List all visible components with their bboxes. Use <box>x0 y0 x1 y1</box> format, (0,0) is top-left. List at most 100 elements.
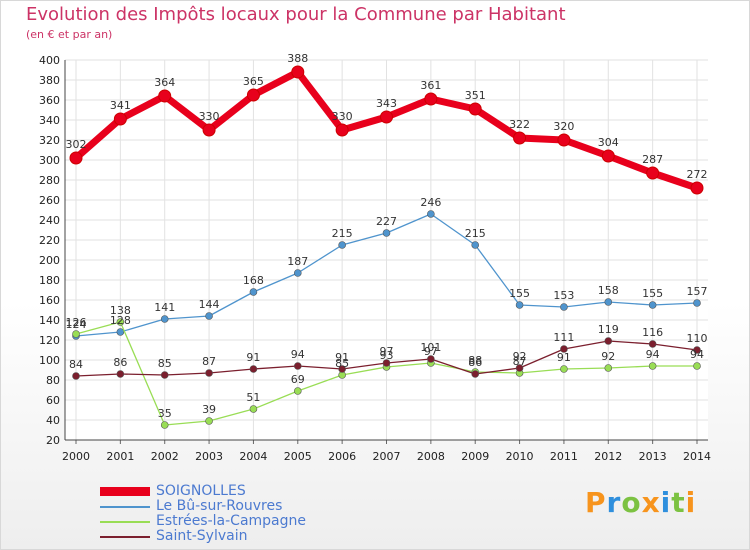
data-label: 51 <box>246 391 260 404</box>
chart-title: Evolution des Impôts locaux pour la Comm… <box>26 4 566 25</box>
data-label: 35 <box>158 407 172 420</box>
data-label: 302 <box>66 138 87 151</box>
data-point <box>249 288 258 296</box>
x-tick-label: 2005 <box>284 450 312 463</box>
legend-swatch <box>100 505 150 508</box>
data-label: 351 <box>465 89 486 102</box>
data-point <box>693 346 701 354</box>
data-point <box>515 301 524 309</box>
data-point <box>249 365 258 373</box>
legend-item-estrees-la-campagne: Estrées-la-Campagne <box>100 514 306 529</box>
data-label: 111 <box>553 331 574 344</box>
y-tick-label: 320 <box>39 134 60 147</box>
data-label: 304 <box>598 136 619 149</box>
logo-letter: P <box>585 486 607 519</box>
data-point <box>471 370 480 378</box>
data-label: 343 <box>376 97 397 110</box>
data-point <box>648 340 657 348</box>
data-point <box>427 210 435 218</box>
data-point <box>693 362 701 370</box>
y-tick-label: 120 <box>39 334 60 347</box>
y-tick-label: 380 <box>39 74 60 87</box>
data-point <box>293 362 302 370</box>
data-label: 155 <box>509 287 530 300</box>
data-point <box>560 345 568 353</box>
x-tick-label: 2003 <box>195 450 223 463</box>
data-label: 246 <box>420 196 441 209</box>
data-label: 330 <box>332 110 353 123</box>
x-tick-label: 2011 <box>550 450 578 463</box>
data-label: 141 <box>154 301 175 314</box>
series-layer <box>69 65 704 429</box>
y-tick-label: 340 <box>39 114 60 127</box>
data-point <box>601 149 615 163</box>
x-tick-label: 2012 <box>594 450 622 463</box>
y-tick-label: 40 <box>46 414 60 427</box>
legend-swatch <box>100 520 150 523</box>
data-point <box>382 359 391 367</box>
y-tick-label: 100 <box>39 354 60 367</box>
x-tick-label: 2006 <box>328 450 356 463</box>
data-label: 97 <box>380 345 394 358</box>
y-tick-label: 240 <box>39 214 60 227</box>
y-tick-label: 220 <box>39 234 60 247</box>
data-point <box>471 241 480 249</box>
data-labels: 302 341 364 330 365 388 330 343 361 351 322 320 304 2… <box>66 52 708 420</box>
data-point <box>249 405 258 413</box>
data-point <box>116 328 125 336</box>
data-label: 110 <box>687 332 708 345</box>
y-tick-label: 160 <box>39 294 60 307</box>
logo-letter: o <box>621 486 642 519</box>
data-label: 88 <box>468 354 482 367</box>
data-point <box>72 372 80 380</box>
y-tick-label: 300 <box>39 154 60 167</box>
legend-swatch <box>100 535 150 538</box>
data-label: 94 <box>646 348 660 361</box>
x-tick-label: 2000 <box>62 450 90 463</box>
legend-item-le-bu-sur-rouvres: Le Bû-sur-Rouvres <box>100 499 306 514</box>
data-point <box>604 337 613 345</box>
data-label: 365 <box>243 75 264 88</box>
data-point <box>205 369 213 377</box>
data-point <box>158 89 172 103</box>
data-point <box>69 151 83 165</box>
data-point <box>468 102 482 116</box>
data-point <box>604 364 613 372</box>
x-tick-label: 2002 <box>151 450 179 463</box>
data-label: 287 <box>642 153 663 166</box>
data-label: 124 <box>66 318 87 331</box>
legend-label: SOIGNOLLES <box>156 483 246 499</box>
x-tick-label: 2013 <box>639 450 667 463</box>
y-tick-label: 280 <box>39 174 60 187</box>
data-label: 86 <box>468 356 482 369</box>
data-point <box>113 112 127 126</box>
data-label: 153 <box>553 289 574 302</box>
data-point <box>690 181 704 195</box>
data-label: 91 <box>557 351 571 364</box>
data-point <box>646 166 660 180</box>
data-label: 128 <box>110 314 131 327</box>
data-point <box>648 301 657 309</box>
data-label: 39 <box>202 403 216 416</box>
data-point <box>202 123 216 137</box>
data-point <box>246 88 260 102</box>
data-point <box>72 330 80 338</box>
x-tick-label: 2008 <box>417 450 445 463</box>
data-label: 94 <box>690 348 704 361</box>
data-label: 97 <box>424 345 438 358</box>
data-point <box>380 110 393 124</box>
legend-label: Le Bû-sur-Rouvres <box>156 498 283 514</box>
data-point <box>335 123 349 137</box>
data-label: 320 <box>553 120 574 133</box>
data-label: 388 <box>287 52 308 65</box>
logo-letter: t <box>671 486 686 519</box>
logo-letter: i <box>685 486 697 519</box>
x-tick-label: 2009 <box>461 450 489 463</box>
data-label: 87 <box>202 355 216 368</box>
proxiti-logo: Proxiti <box>585 486 696 519</box>
data-label: 85 <box>158 357 172 370</box>
x-tick-label: 2014 <box>683 450 711 463</box>
data-label: 87 <box>513 355 527 368</box>
data-label: 330 <box>199 110 220 123</box>
legend-label: Saint-Sylvain <box>156 528 248 544</box>
